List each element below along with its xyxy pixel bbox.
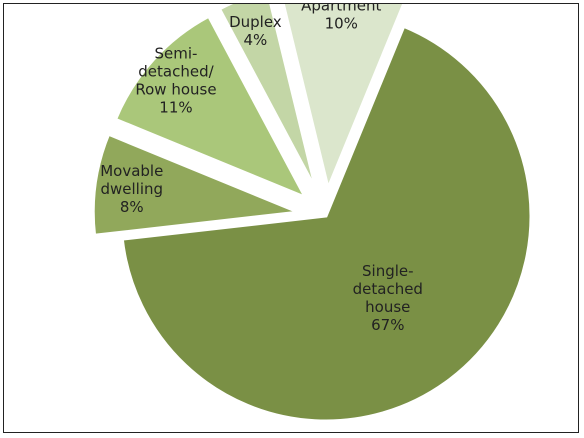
slice-label-line: house: [365, 298, 410, 316]
pie-slice-duplex: [217, 4, 318, 191]
slice-label: Single-detached house 67%: [353, 262, 423, 334]
slice-label-line: detached: [353, 280, 423, 298]
slice-label: Duplex 4%: [229, 13, 282, 49]
pie-chart: Single-detached house 67% Movable dwelling 8%…: [91, 4, 533, 423]
slice-label-line: Semi-: [155, 44, 198, 62]
chart-frame: Single-detached house 67% Movable dwelling 8%…: [3, 3, 579, 433]
slice-label-line: 8%: [120, 198, 144, 216]
slice-label-line: 67%: [371, 316, 404, 334]
slice-label: Movable dwelling 8%: [100, 162, 163, 216]
pie-slice-semi-detached-row-house: [113, 14, 309, 201]
slice-label-line: 10%: [325, 14, 358, 32]
slice-label-line: Row house: [135, 80, 216, 98]
slice-label-line: Movable: [100, 162, 163, 180]
slice-label-line: 11%: [159, 98, 192, 116]
slice-label-line: detached/: [138, 62, 214, 80]
slice-label: Semi-detached/Row house 11%: [135, 44, 216, 116]
slice-label-line: Apartment: [301, 4, 381, 14]
slice-label-line: Single-: [362, 262, 414, 280]
slice-label: Apartment 10%: [301, 4, 381, 32]
pie-slice-single-detached-house: [120, 24, 533, 423]
pie-slice-movable-dwelling: [91, 132, 299, 237]
pie-slice-apartment: [281, 4, 406, 193]
slice-label-line: dwelling: [100, 180, 163, 198]
slice-label-line: 4%: [243, 31, 267, 49]
slice-label-line: Duplex: [229, 13, 282, 31]
